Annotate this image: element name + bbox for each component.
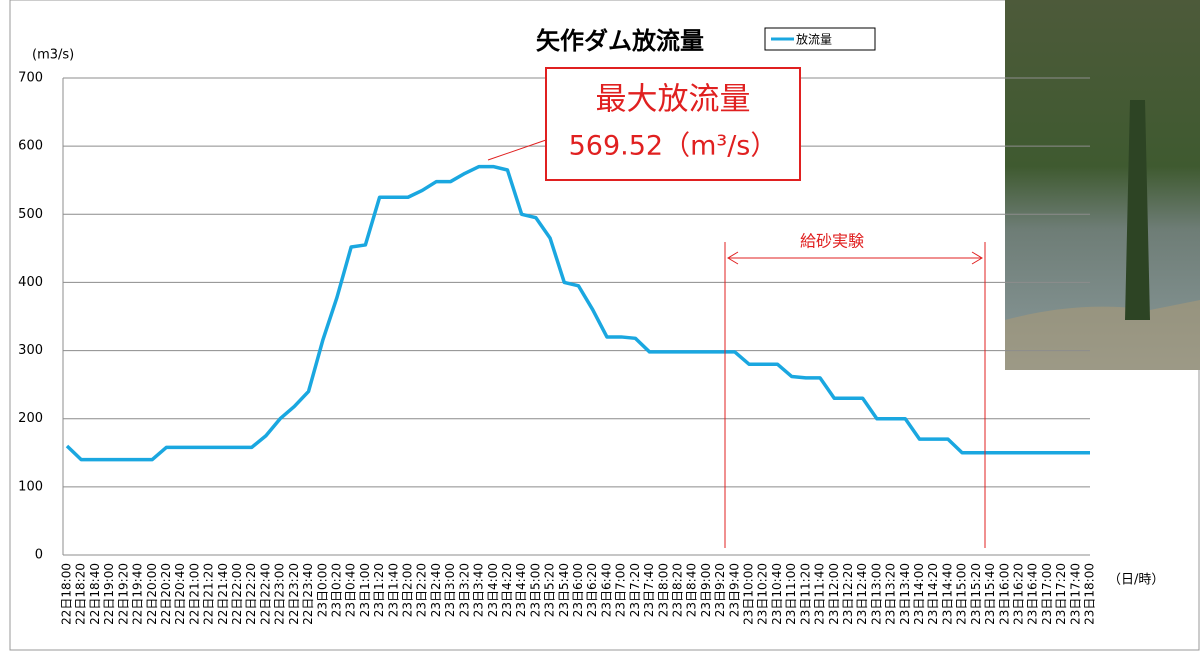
- x-tick-label: 23日11:40: [813, 563, 827, 625]
- y-tick-label: 200: [18, 411, 43, 426]
- x-tick-label: 23日16:40: [1026, 563, 1040, 625]
- x-tick-label: 22日19:40: [131, 563, 145, 625]
- y-tick-label: 400: [18, 275, 43, 290]
- x-tick-label: 23日8:40: [685, 563, 699, 617]
- x-tick-label: 22日18:00: [60, 563, 74, 625]
- experiment-label: 給砂実験: [800, 232, 864, 251]
- x-tick-label: 23日4:00: [486, 563, 500, 617]
- x-tick-label: 22日23:40: [301, 563, 315, 625]
- x-tick-label: 23日8:20: [670, 563, 684, 617]
- x-tick-label: 23日6:00: [571, 563, 585, 617]
- x-tick-label: 23日6:20: [585, 563, 599, 617]
- x-axis-label: （日/時）: [1108, 573, 1164, 588]
- x-tick-label: 23日3:20: [457, 563, 471, 617]
- x-tick-label: 23日18:00: [1083, 563, 1097, 625]
- x-tick-label: 23日1:20: [372, 563, 386, 617]
- x-tick-label: 22日18:40: [88, 563, 102, 625]
- x-tick-label: 23日0:00: [315, 563, 329, 617]
- x-tick-label: 23日5:00: [528, 563, 542, 617]
- x-tick-label: 23日5:20: [543, 563, 557, 617]
- x-tick-label: 23日13:20: [884, 563, 898, 625]
- x-tick-label: 23日3:40: [472, 563, 486, 617]
- x-tick-label: 23日7:20: [628, 563, 642, 617]
- x-tick-label: 23日17:00: [1040, 563, 1054, 625]
- x-tick-label: 23日12:00: [827, 563, 841, 625]
- x-tick-label: 23日2:40: [429, 563, 443, 617]
- x-tick-label: 22日23:20: [287, 563, 301, 625]
- x-tick-label: 23日9:40: [727, 563, 741, 617]
- x-tick-label: 23日15:20: [969, 563, 983, 625]
- annotation-max-value: 569.52（m³/s）: [569, 131, 778, 162]
- x-tick-label: 23日17:20: [1054, 563, 1068, 625]
- x-tick-label: 23日4:40: [514, 563, 528, 617]
- chart-title: 矢作ダム放流量: [536, 27, 704, 55]
- x-tick-label: 23日14:00: [912, 563, 926, 625]
- x-tick-label: 23日13:40: [898, 563, 912, 625]
- photo: [1005, 0, 1200, 370]
- x-tick-label: 22日20:40: [173, 563, 187, 625]
- x-tick-label: 23日3:00: [443, 563, 457, 617]
- x-tick-label: 22日20:20: [159, 563, 173, 625]
- x-tick-label: 23日2:00: [401, 563, 415, 617]
- x-tick-label: 23日16:00: [997, 563, 1011, 625]
- x-tick-label: 22日22:20: [244, 563, 258, 625]
- x-tick-label: 23日16:20: [1011, 563, 1025, 625]
- x-tick-label: 22日19:20: [116, 563, 130, 625]
- x-tick-label: 23日5:40: [557, 563, 571, 617]
- x-tick-label: 22日21:00: [187, 563, 201, 625]
- y-tick-label: 700: [18, 71, 43, 86]
- x-tick-label: 23日1:40: [386, 563, 400, 617]
- y-axis-label: (m3/s): [32, 48, 74, 63]
- x-tick-label: 22日18:20: [74, 563, 88, 625]
- x-tick-label: 23日0:20: [329, 563, 343, 617]
- x-tick-label: 23日4:20: [500, 563, 514, 617]
- x-tick-label: 23日11:00: [784, 563, 798, 625]
- x-tick-label: 23日10:20: [756, 563, 770, 625]
- x-tick-label: 23日7:40: [642, 563, 656, 617]
- x-tick-label: 23日17:40: [1068, 563, 1082, 625]
- x-tick-label: 23日7:00: [614, 563, 628, 617]
- x-tick-label: 22日21:20: [202, 563, 216, 625]
- x-tick-label: 23日14:20: [926, 563, 940, 625]
- x-tick-label: 23日13:00: [869, 563, 883, 625]
- x-tick-label: 22日19:00: [102, 563, 116, 625]
- x-tick-label: 23日14:40: [940, 563, 954, 625]
- x-tick-label: 22日22:00: [230, 563, 244, 625]
- chart: 矢作ダム放流量 (m3/s) （日/時） 放流量 0 100 200 300 400 50…: [0, 0, 1200, 651]
- x-tick-label: 23日11:20: [798, 563, 812, 625]
- x-tick-label: 23日9:00: [699, 563, 713, 617]
- x-tick-label: 23日1:00: [358, 563, 372, 617]
- y-tick-label: 500: [18, 207, 43, 222]
- annotation-max-label: 最大放流量: [596, 82, 751, 118]
- x-tick-label: 23日10:40: [770, 563, 784, 625]
- x-tick-label: 23日10:00: [742, 563, 756, 625]
- x-tick-label: 23日15:00: [955, 563, 969, 625]
- y-tick-label: 600: [18, 139, 43, 154]
- x-tick-label: 23日12:20: [841, 563, 855, 625]
- x-tick-label: 23日2:20: [415, 563, 429, 617]
- y-tick-label: 300: [18, 343, 43, 358]
- y-tick-label: 0: [35, 548, 43, 563]
- data-line: [67, 167, 1090, 460]
- legend-label: 放流量: [796, 32, 832, 47]
- x-tick-label: 23日8:00: [656, 563, 670, 617]
- x-tick-label: 23日9:20: [713, 563, 727, 617]
- x-tick-label: 23日0:40: [344, 563, 358, 617]
- x-tick-label: 23日6:40: [599, 563, 613, 617]
- x-tick-label: 22日20:00: [145, 563, 159, 625]
- x-tick-label: 22日23:00: [273, 563, 287, 625]
- annotation-pointer: [488, 140, 546, 160]
- x-tick-label: 22日21:40: [216, 563, 230, 625]
- x-tick-label: 23日15:40: [983, 563, 997, 625]
- y-tick-label: 100: [18, 479, 43, 494]
- x-tick-label: 23日12:40: [855, 563, 869, 625]
- x-tick-label: 22日22:40: [258, 563, 272, 625]
